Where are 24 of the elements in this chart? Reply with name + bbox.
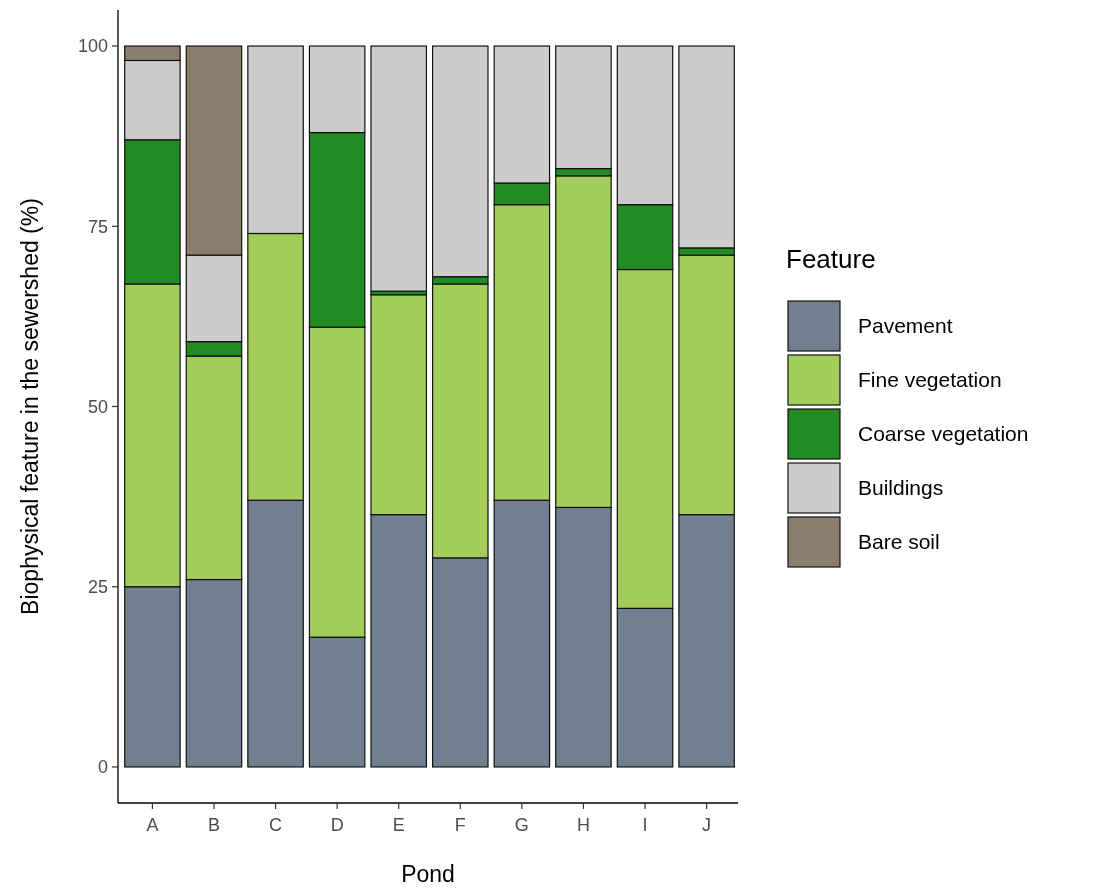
- y-tick-label: 100: [77, 36, 108, 57]
- legend-label: Coarse vegetation: [858, 422, 1029, 446]
- x-tick-label: G: [514, 815, 529, 835]
- y-axis-title: Biophysical feature in the sewershed (%): [17, 198, 43, 615]
- y-tick-label: 50: [87, 396, 108, 417]
- y-tick-label: 25: [87, 577, 108, 598]
- x-tick-label: F: [454, 815, 466, 835]
- legend-label: Pavement: [858, 314, 953, 338]
- legend-label: Buildings: [858, 476, 944, 500]
- legend-label: Fine vegetation: [858, 368, 1002, 392]
- legend-title: Feature: [786, 244, 876, 274]
- y-tick-label: 75: [87, 216, 108, 237]
- x-axis-title: Pond: [401, 861, 455, 887]
- y-tick-label: 0: [97, 757, 108, 778]
- x-tick-label: B: [207, 815, 220, 835]
- x-tick-label: A: [146, 815, 159, 835]
- bar: [370, 45, 428, 292]
- legend-label: Bare soil: [858, 530, 940, 554]
- x-tick-label: J: [702, 815, 712, 835]
- x-tick-label: C: [269, 815, 283, 835]
- x-tick-label: I: [642, 815, 648, 835]
- x-tick-label: D: [330, 815, 344, 835]
- x-tick-label: E: [392, 815, 405, 835]
- x-tick-label: H: [576, 815, 590, 835]
